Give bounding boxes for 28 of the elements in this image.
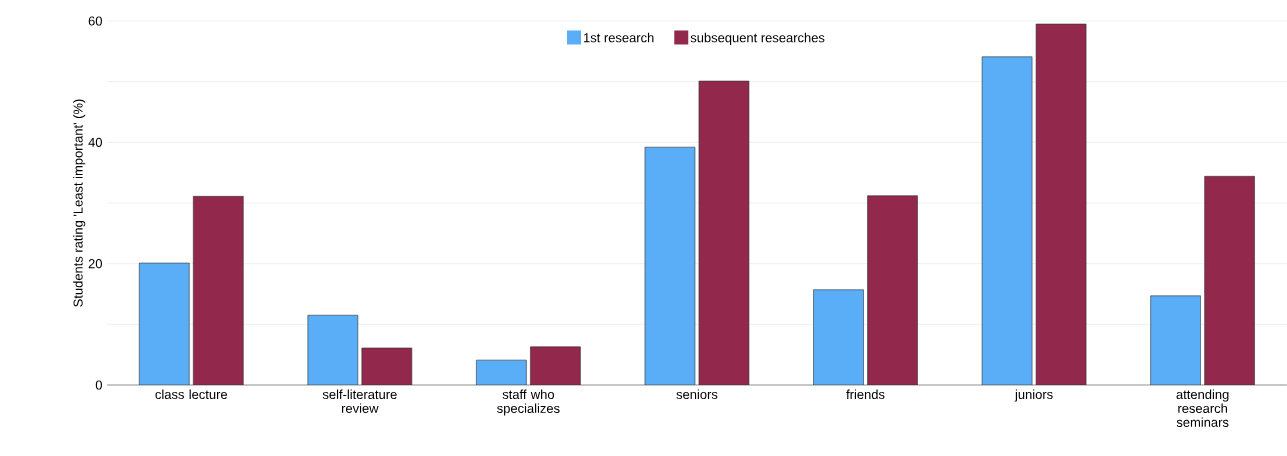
y-tick-label: 0: [95, 380, 102, 390]
bar: [698, 80, 750, 385]
x-tick-label: juniors: [1014, 389, 1053, 402]
bar: [1150, 295, 1201, 385]
x-tick-label: attending research seminars: [1176, 389, 1229, 427]
bar: [192, 196, 244, 385]
bar: [813, 289, 864, 385]
legend-label: subsequent researches: [690, 32, 825, 45]
bar: [476, 359, 527, 385]
y-tick-label: 40: [88, 137, 102, 147]
y-tick-label: 60: [88, 16, 102, 26]
bar: [867, 195, 918, 385]
legend-label: 1st research: [584, 32, 654, 43]
x-tick-label: staff who specializes: [497, 389, 560, 416]
bar: [644, 146, 696, 385]
y-axis-title: Students rating 'Least important' (%): [73, 99, 86, 307]
bar: [1204, 176, 1255, 385]
x-tick-label: self-literature review: [322, 389, 397, 413]
bar: [981, 56, 1033, 385]
bar: [361, 347, 413, 385]
bar: [307, 314, 359, 385]
x-tick-label: class lecture: [155, 389, 228, 400]
bar: [530, 346, 581, 385]
y-tick-label: 20: [88, 259, 102, 269]
bar: [1035, 23, 1087, 385]
x-tick-label: seniors: [676, 389, 718, 400]
bar: [138, 262, 190, 385]
x-tick-label: friends: [846, 389, 885, 400]
